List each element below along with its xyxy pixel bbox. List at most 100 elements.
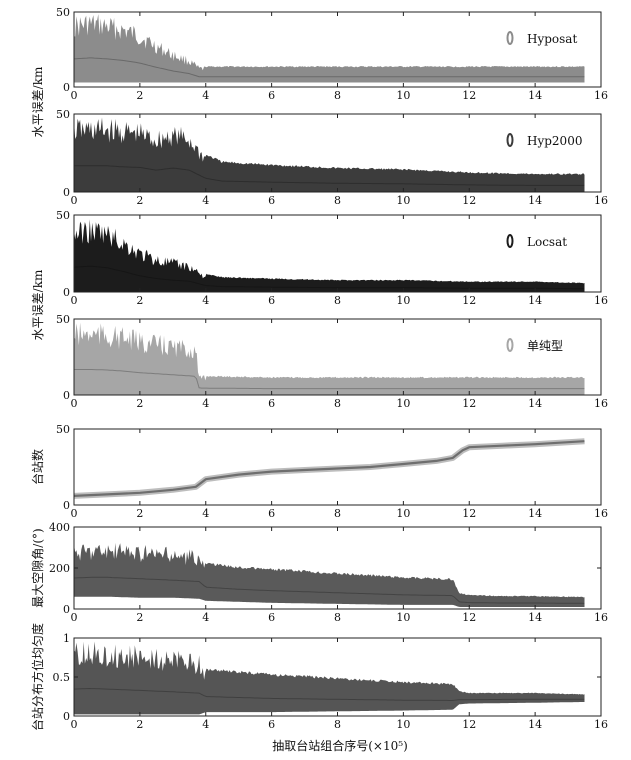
- x-tick-label: 4: [202, 294, 209, 307]
- x-tick-label: 0: [71, 397, 78, 410]
- series-core-azimuth-uniformity: [73, 687, 585, 701]
- x-tick-label: 8: [334, 294, 341, 307]
- x-tick-label: 6: [268, 397, 275, 410]
- x-tick-label: 4: [202, 194, 209, 207]
- x-tick-label: 10: [396, 611, 410, 624]
- x-tick-label: 10: [396, 507, 410, 520]
- legend-marker-hyp2000: [506, 133, 514, 147]
- x-tick-label: 0: [71, 294, 78, 307]
- legend-marker-danchun: [506, 338, 514, 352]
- x-tick-label: 16: [594, 194, 608, 207]
- x-tick-label: 12: [462, 294, 476, 307]
- x-tick-label: 16: [594, 718, 608, 731]
- y-tick-label: 0: [63, 186, 70, 199]
- series-core-locsat: [73, 265, 585, 290]
- x-tick-label: 2: [136, 611, 143, 624]
- y-tick-label: 0: [63, 389, 70, 402]
- x-tick-label: 8: [334, 611, 341, 624]
- y-axis-label-station-count: 台站数: [30, 449, 45, 485]
- y-tick-label: 50: [56, 423, 70, 436]
- panel-hyp2000: 0 2 4 6 8 10 12 14 16 0 50 Hyp2000: [56, 108, 608, 207]
- x-tick-label: 4: [202, 718, 209, 731]
- x-tick-label: 2: [136, 397, 143, 410]
- x-tick-label: 8: [334, 397, 341, 410]
- x-tick-label: 4: [202, 507, 209, 520]
- x-tick-label: 16: [594, 397, 608, 410]
- series-core-hyp2000: [74, 165, 585, 186]
- series-area-max-gap: [74, 542, 585, 607]
- legend-label-hyp2000: Hyp2000: [527, 134, 582, 148]
- x-tick-label: 4: [202, 611, 209, 624]
- series-area-azimuth-uniformity: [74, 641, 585, 715]
- legend-marker-locsat: [506, 234, 514, 248]
- series-core-hyposat: [73, 57, 585, 78]
- y-axis-label-max-gap: 最大空隙角/(°): [31, 528, 45, 607]
- x-tick-label: 12: [462, 611, 476, 624]
- x-tick-label: 14: [528, 718, 542, 731]
- y-tick-label: 0: [63, 81, 70, 94]
- y-tick-label: 50: [56, 108, 70, 121]
- panel-hyposat: 0 2 4 6 8 10 12 14 16 0 50 Hyposat: [56, 6, 608, 102]
- x-tick-label: 6: [268, 89, 275, 102]
- legend-label-locsat: Locsat: [527, 235, 567, 249]
- series-area-hyp2000: [74, 117, 585, 192]
- x-tick-label: 10: [396, 294, 410, 307]
- y-tick-label: 50: [56, 313, 70, 326]
- y-tick-label: 400: [49, 521, 70, 534]
- x-tick-label: 14: [528, 507, 542, 520]
- x-tick-label: 14: [528, 89, 542, 102]
- x-tick-label: 14: [528, 294, 542, 307]
- y-axis-label-top: 水平误差/km: [31, 66, 45, 137]
- panel-station-count: 0 2 4 6 8 10 12 14 16 0 50 台站数: [30, 423, 608, 520]
- y-tick-label: 50: [56, 209, 70, 222]
- x-tick-label: 10: [396, 397, 410, 410]
- x-tick-label: 2: [136, 507, 143, 520]
- y-tick-label: 0: [63, 603, 70, 616]
- x-tick-label: 0: [71, 718, 78, 731]
- x-tick-label: 6: [268, 507, 275, 520]
- x-tick-label: 6: [268, 194, 275, 207]
- series-area-danchun: [74, 322, 585, 395]
- x-tick-label: 12: [462, 89, 476, 102]
- x-tick-label: 8: [334, 507, 341, 520]
- x-tick-label: 10: [396, 194, 410, 207]
- y-axis-label-azimuth-uniformity: 台站分布方位均匀度: [30, 623, 45, 731]
- x-tick-label: 12: [462, 397, 476, 410]
- y-tick-label: 0: [63, 286, 70, 299]
- x-tick-label: 2: [136, 294, 143, 307]
- x-tick-label: 12: [462, 194, 476, 207]
- x-tick-label: 4: [202, 89, 209, 102]
- x-axis-label: 抽取台站组合序号(×10⁵): [272, 738, 408, 753]
- x-tick-label: 16: [594, 507, 608, 520]
- series-line-station-count: [73, 440, 585, 497]
- x-tick-label: 12: [462, 718, 476, 731]
- panel-azimuth-uniformity: 0 2 4 6 8 10 12 14 16 0 0.5 1 台站分布方位均匀度: [30, 623, 608, 731]
- x-tick-label: 8: [334, 89, 341, 102]
- x-tick-label: 0: [71, 507, 78, 520]
- x-tick-label: 14: [528, 397, 542, 410]
- x-tick-label: 12: [462, 507, 476, 520]
- x-tick-label: 0: [71, 194, 78, 207]
- x-tick-label: 14: [528, 611, 542, 624]
- y-axis-label-locsat: 水平误差/km: [31, 269, 45, 340]
- x-tick-label: 6: [268, 718, 275, 731]
- series-core-danchun: [74, 369, 585, 390]
- series-area-hyposat: [74, 14, 585, 83]
- series-core-max-gap: [73, 576, 585, 604]
- y-tick-label: 0.5: [53, 671, 71, 684]
- panel-max-gap: 0 2 4 6 8 10 12 14 16 0 200 400 最大空隙角/(°): [31, 521, 608, 624]
- x-tick-label: 2: [136, 194, 143, 207]
- legend-label-danchun: 单纯型: [527, 339, 563, 353]
- x-tick-label: 6: [268, 294, 275, 307]
- y-tick-label: 1: [63, 632, 70, 645]
- x-tick-label: 4: [202, 397, 209, 410]
- x-tick-label: 16: [594, 611, 608, 624]
- x-tick-label: 16: [594, 89, 608, 102]
- y-tick-label: 0: [63, 499, 70, 512]
- legend-label-hyposat: Hyposat: [527, 32, 577, 46]
- x-tick-label: 0: [71, 611, 78, 624]
- x-tick-label: 14: [528, 194, 542, 207]
- x-tick-label: 0: [71, 89, 78, 102]
- x-tick-label: 8: [334, 718, 341, 731]
